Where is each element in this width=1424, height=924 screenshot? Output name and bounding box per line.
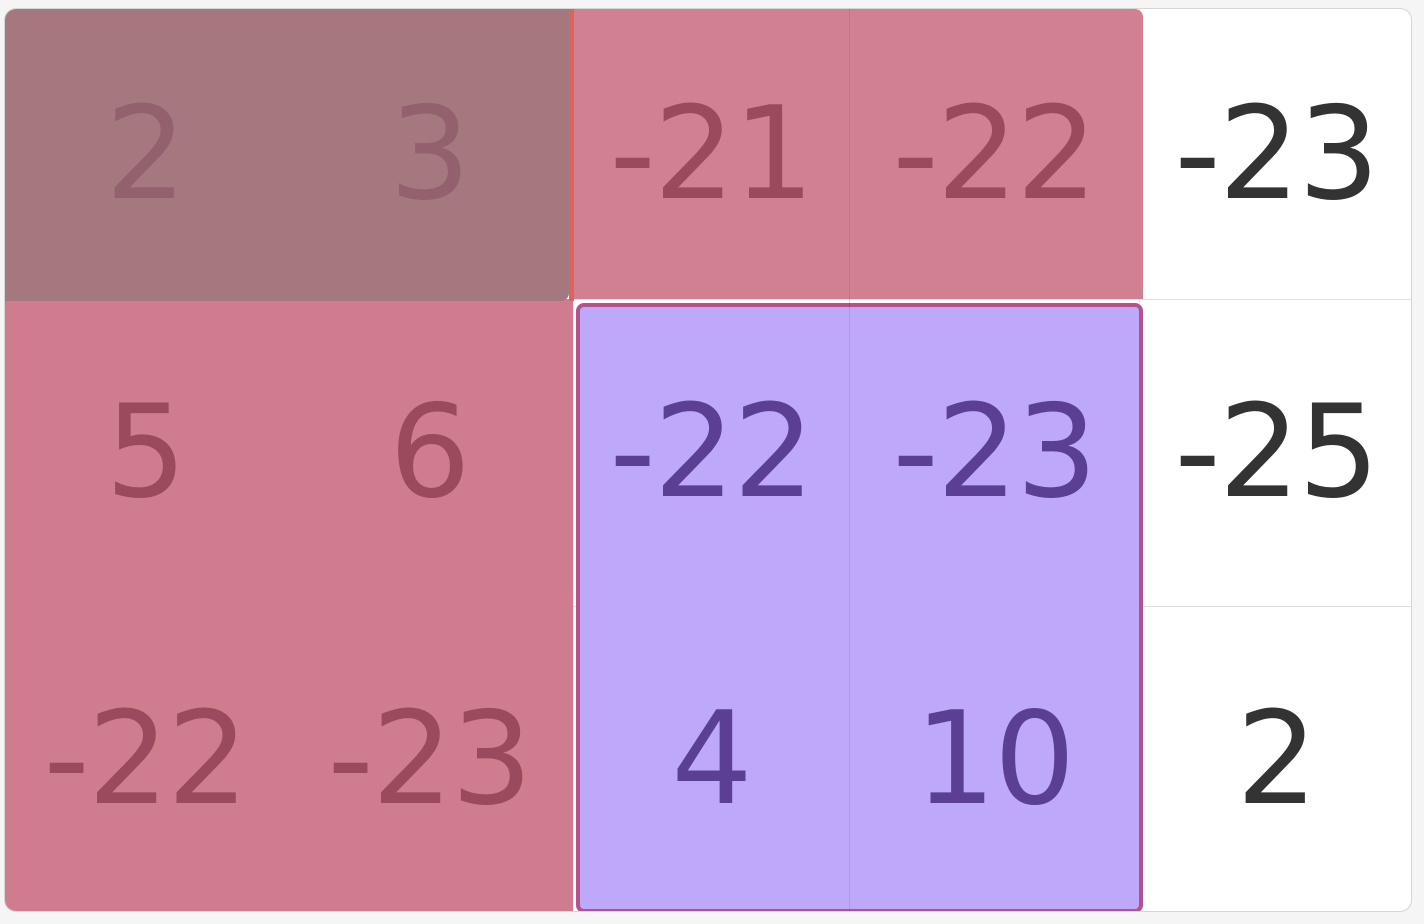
grid-cell[interactable]: -23 bbox=[327, 685, 532, 834]
grid-cell[interactable]: 4 bbox=[671, 685, 752, 834]
grid-cell[interactable]: 2 bbox=[1236, 685, 1317, 834]
selection-region-gray bbox=[5, 9, 569, 301]
grid-cell[interactable]: 3 bbox=[389, 79, 470, 229]
grid-cell[interactable]: -21 bbox=[609, 79, 814, 229]
column-divider bbox=[849, 9, 850, 911]
grid-cell[interactable]: 2 bbox=[105, 79, 186, 229]
grid-cell[interactable]: -22 bbox=[609, 378, 814, 527]
grid-cell[interactable]: -25 bbox=[1174, 378, 1379, 527]
grid-cell[interactable]: -23 bbox=[892, 378, 1097, 527]
grid-cell[interactable]: -22 bbox=[43, 685, 248, 834]
selection-region-blue bbox=[576, 303, 1143, 911]
column-divider bbox=[573, 9, 574, 911]
grid-cell[interactable]: 10 bbox=[914, 685, 1076, 834]
number-grid: 2 3 -21 -22 -23 5 6 -22 -23 -25 -22 -23 4 10 2 bbox=[4, 8, 1412, 912]
grid-cell[interactable]: -23 bbox=[1174, 79, 1379, 229]
selection-region-pink bbox=[573, 9, 1143, 299]
grid-cell[interactable]: -22 bbox=[892, 79, 1097, 229]
grid-cell[interactable]: 6 bbox=[389, 378, 470, 527]
grid-cell[interactable]: 5 bbox=[105, 378, 186, 527]
selection-edge-red bbox=[569, 9, 574, 301]
row-divider bbox=[5, 299, 1411, 300]
selection-region-pink bbox=[5, 299, 573, 911]
